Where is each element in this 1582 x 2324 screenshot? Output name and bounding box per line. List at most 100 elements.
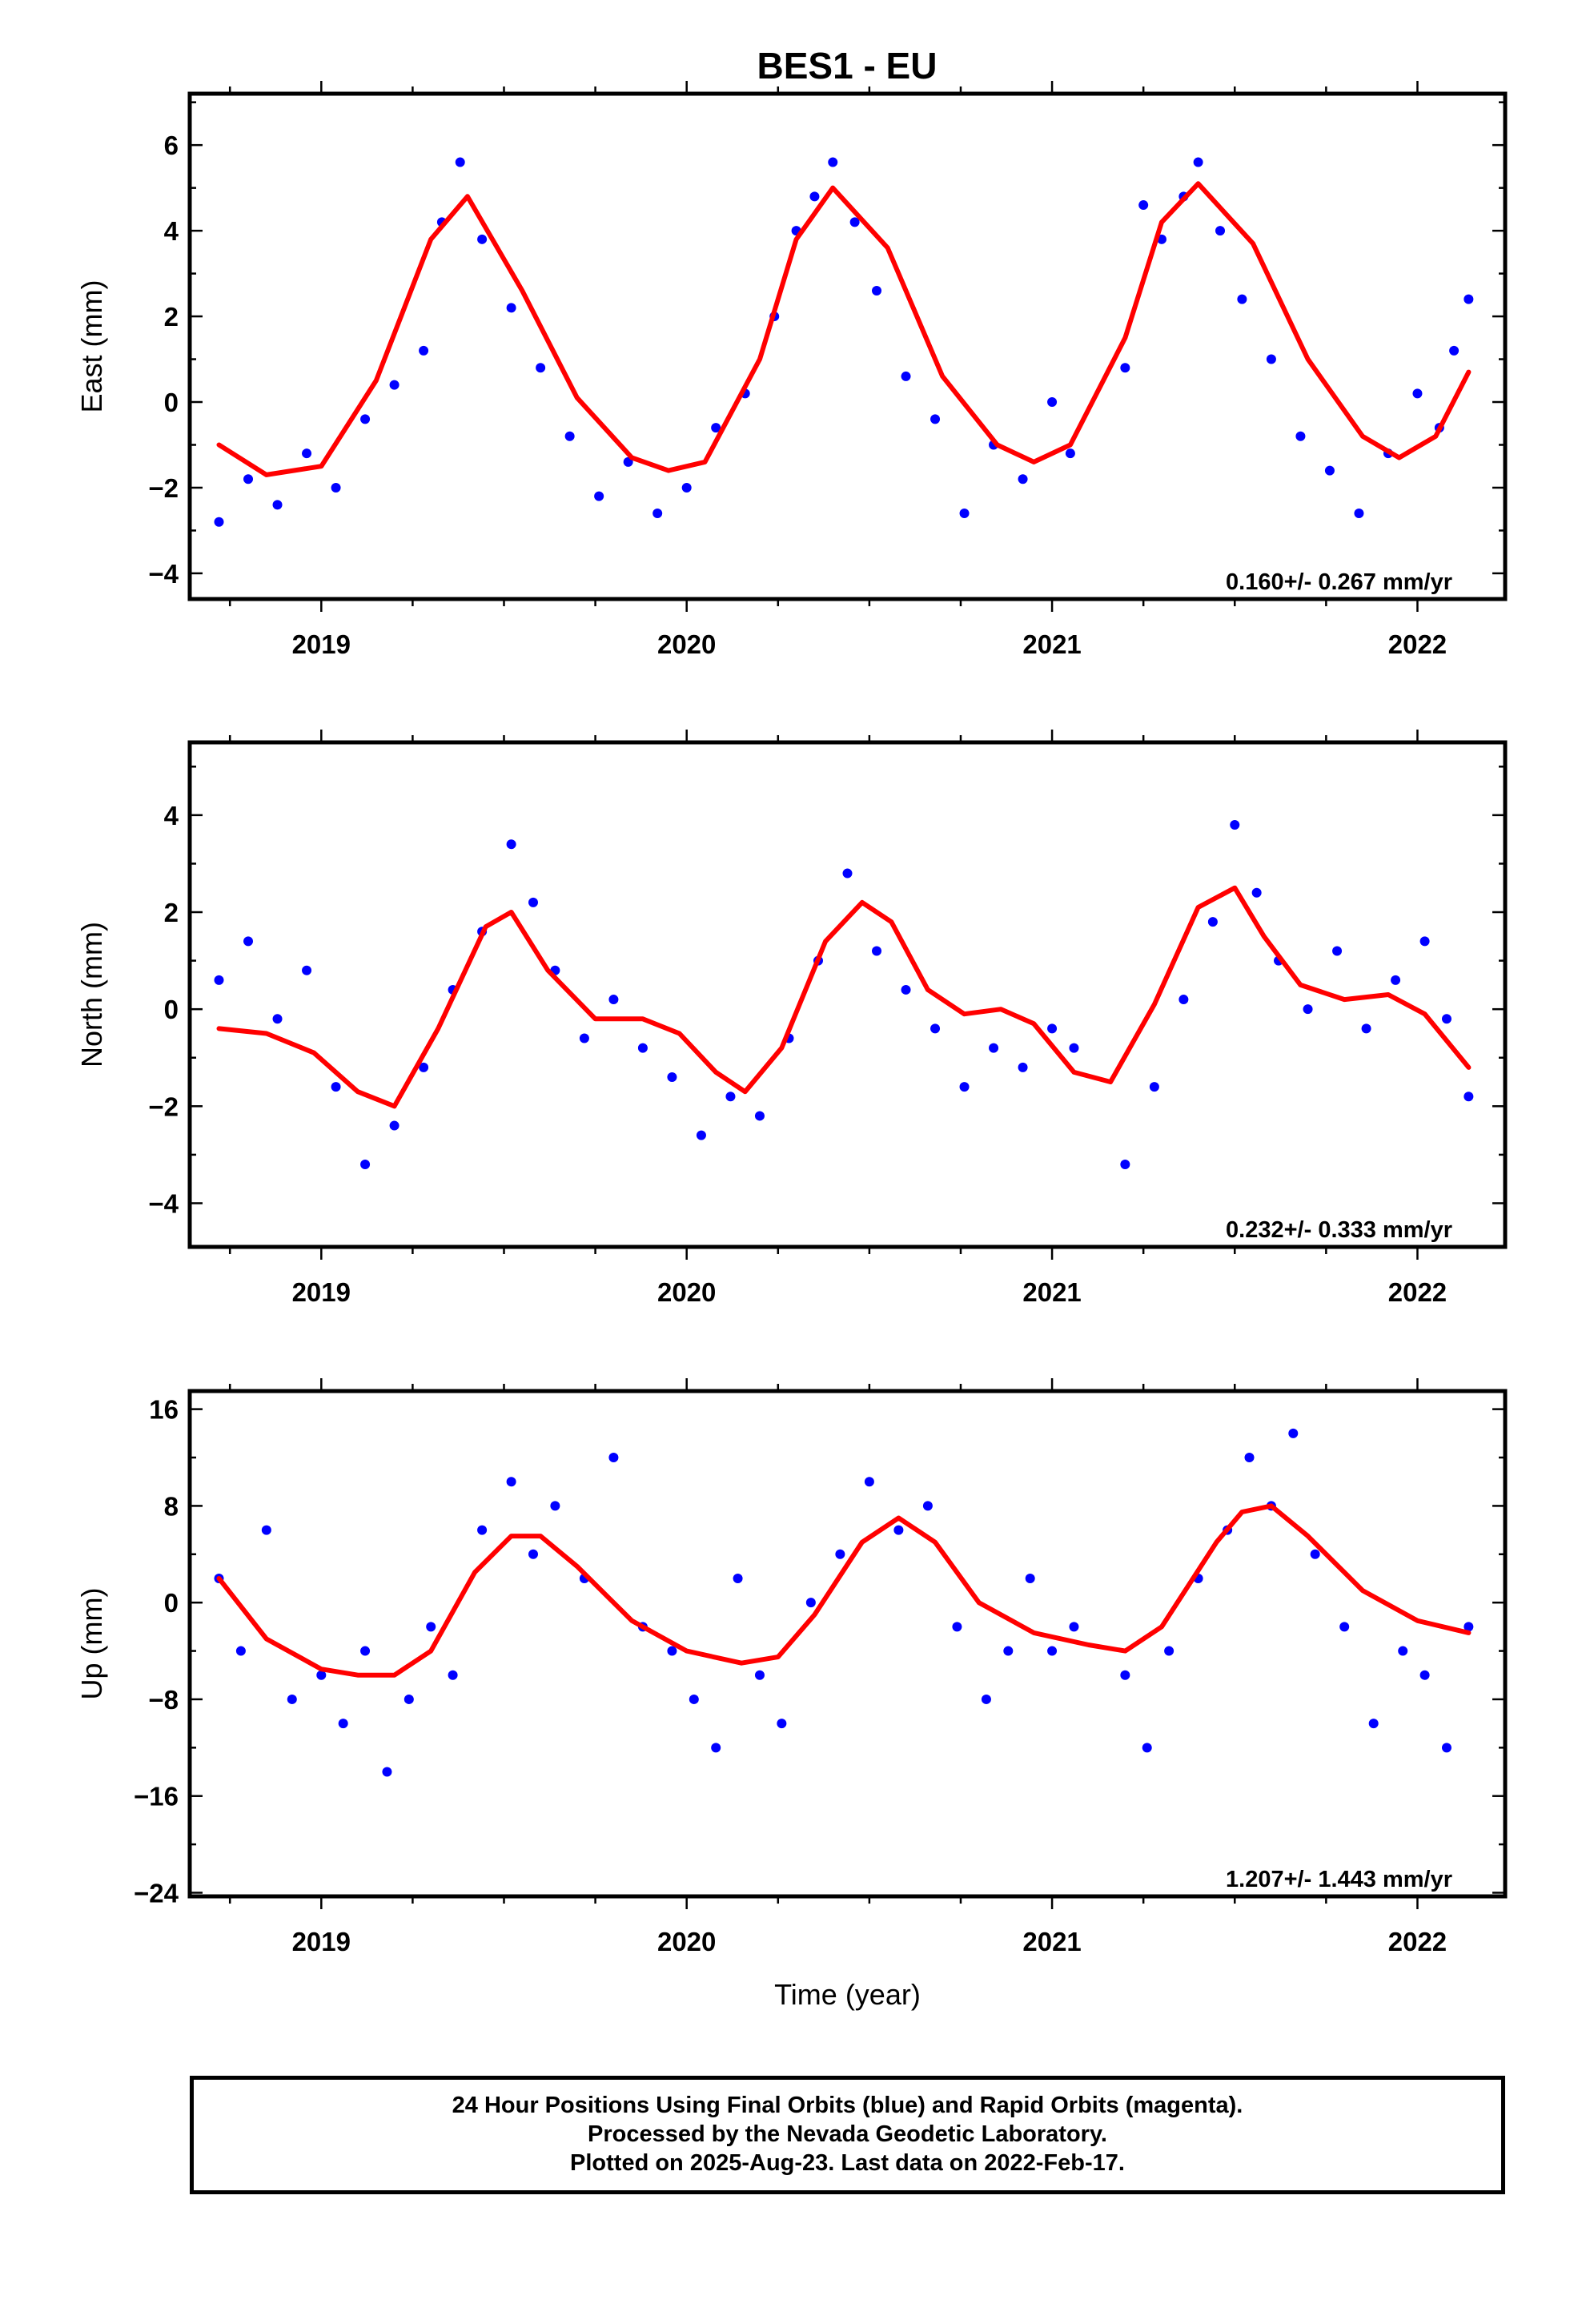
y-tick-label: 0 xyxy=(164,388,179,417)
footer-line-3: Plotted on 2025-Aug-23. Last data on 202… xyxy=(570,2150,1125,2176)
data-point xyxy=(652,509,663,519)
x-tick-label: 2022 xyxy=(1388,1927,1447,1956)
data-point xyxy=(426,1622,436,1632)
y-tick-label: 4 xyxy=(164,216,179,246)
data-point xyxy=(235,1646,246,1656)
data-point xyxy=(1069,1043,1079,1053)
data-point xyxy=(952,1622,962,1632)
data-point xyxy=(360,414,371,424)
data-point xyxy=(1003,1646,1014,1656)
footer-line-2: Processed by the Nevada Geodetic Laborat… xyxy=(588,2121,1107,2147)
data-point xyxy=(331,1082,341,1092)
data-point xyxy=(711,1743,721,1753)
data-point xyxy=(316,1670,327,1680)
data-point xyxy=(711,423,721,433)
data-point xyxy=(536,363,546,373)
data-point xyxy=(382,1767,392,1777)
data-point xyxy=(1164,1646,1174,1656)
velocity-rate-label: 0.232+/- 0.333 mm/yr xyxy=(1226,1217,1452,1243)
data-point xyxy=(455,157,465,167)
data-point xyxy=(419,345,429,356)
data-point xyxy=(922,1501,933,1511)
panel-1: −4 −2 0 2 4 6 2019 2020 2021 2022 East (mm) 0.160+/… xyxy=(75,81,1508,659)
data-point xyxy=(302,448,312,459)
data-point xyxy=(506,1477,516,1487)
data-point xyxy=(681,482,692,493)
data-point xyxy=(1215,226,1226,236)
velocity-rate-label: 1.207+/- 1.443 mm/yr xyxy=(1226,1867,1452,1892)
y-tick-label: 2 xyxy=(164,898,179,927)
data-point xyxy=(667,1646,677,1656)
data-point xyxy=(579,1033,589,1043)
x-tick-label: 2019 xyxy=(292,629,351,659)
data-point xyxy=(1149,1082,1159,1092)
data-point xyxy=(725,1092,736,1102)
plot-frame xyxy=(187,740,1508,1249)
y-tick-label: 6 xyxy=(164,131,179,160)
data-point xyxy=(901,984,911,995)
data-point xyxy=(564,431,575,441)
data-point xyxy=(754,1111,765,1121)
data-point xyxy=(1288,1428,1299,1438)
data-point xyxy=(1464,1092,1474,1102)
y-tick-label: 16 xyxy=(149,1395,179,1425)
x-tick-label: 2020 xyxy=(657,1927,716,1956)
data-point xyxy=(389,380,400,390)
y-tick-label: −16 xyxy=(134,1782,179,1811)
data-point xyxy=(959,1082,970,1092)
y-tick-label: −4 xyxy=(148,559,179,589)
data-point xyxy=(1193,157,1203,167)
x-tick-label: 2022 xyxy=(1388,1277,1447,1307)
data-point xyxy=(754,1670,765,1680)
data-point xyxy=(1138,200,1149,211)
data-point xyxy=(1441,1014,1452,1024)
y-tick-label: 2 xyxy=(164,302,179,332)
x-tick-label: 2022 xyxy=(1388,629,1447,659)
data-point xyxy=(1303,1004,1313,1015)
data-point xyxy=(1361,1023,1371,1034)
data-point xyxy=(594,491,604,501)
y-tick-label: −24 xyxy=(134,1878,179,1908)
data-point xyxy=(1251,887,1262,898)
data-point xyxy=(1237,294,1247,304)
data-point xyxy=(1339,1622,1350,1632)
data-point xyxy=(1412,388,1423,399)
data-point xyxy=(1065,448,1075,459)
data-point xyxy=(214,517,224,527)
panel-3: −24 −16 −8 0 8 16 2019 2020 2021 2022 Up (mm) Time … xyxy=(75,1378,1508,2011)
data-point xyxy=(828,157,838,167)
data-point xyxy=(1332,946,1343,956)
data-point xyxy=(989,1043,999,1053)
data-point xyxy=(930,414,941,424)
data-point xyxy=(864,1477,874,1487)
data-point xyxy=(419,1062,429,1072)
data-point xyxy=(1244,1453,1255,1463)
data-point xyxy=(272,500,283,510)
data-point xyxy=(872,285,882,296)
y-tick-label: −2 xyxy=(148,473,179,503)
data-point xyxy=(389,1120,400,1131)
data-point xyxy=(981,1694,991,1704)
data-point xyxy=(1025,1573,1035,1583)
data-point xyxy=(849,217,860,227)
y-axis-label: East (mm) xyxy=(75,280,108,413)
data-point xyxy=(214,975,224,985)
data-point xyxy=(1018,1062,1028,1072)
data-point xyxy=(1142,1743,1152,1753)
data-point xyxy=(959,509,970,519)
y-tick-label: 4 xyxy=(164,801,179,830)
footer-line-1: 24 Hour Positions Using Final Orbits (bl… xyxy=(452,2093,1243,2118)
y-axis-label: North (mm) xyxy=(75,922,108,1068)
data-point xyxy=(1324,465,1335,476)
x-tick-label: 2020 xyxy=(657,1277,716,1307)
data-point xyxy=(835,1549,845,1559)
data-point xyxy=(477,234,488,244)
data-point xyxy=(1047,397,1058,408)
y-tick-label: 0 xyxy=(164,995,179,1024)
x-tick-label: 2021 xyxy=(1022,629,1081,659)
data-point xyxy=(1069,1622,1079,1632)
y-tick-label: −4 xyxy=(148,1188,179,1218)
data-point xyxy=(1368,1719,1379,1729)
plot-frame xyxy=(187,91,1508,601)
data-point xyxy=(404,1694,414,1704)
